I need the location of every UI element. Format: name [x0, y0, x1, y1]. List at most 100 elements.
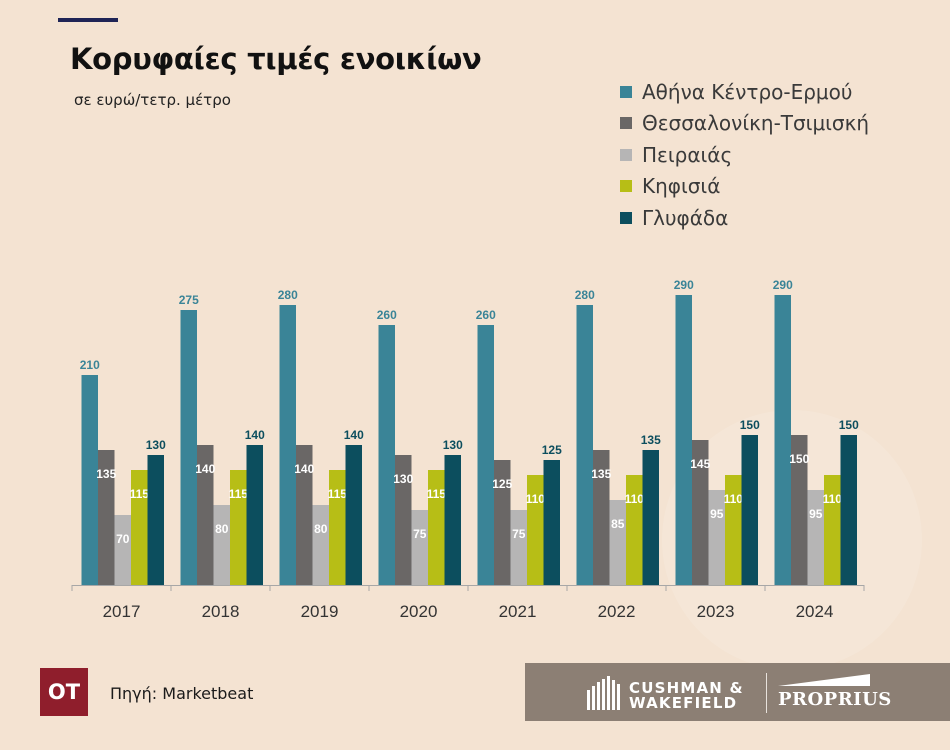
- legend-label: Θεσσαλονίκη-Τσιμισκή: [642, 111, 870, 136]
- brand-bar: CUSHMAN & WAKEFIELD PROPRIUS: [525, 663, 950, 721]
- bar: [395, 455, 412, 585]
- bar: [230, 470, 247, 585]
- bar: [510, 510, 527, 585]
- bar: [312, 505, 329, 585]
- legend-swatch: [620, 85, 632, 98]
- data-label: 115: [130, 487, 150, 501]
- data-label: 260: [377, 308, 397, 322]
- legend-item-glyfada: Γλυφάδα: [620, 202, 869, 234]
- chart-title: Κορυφαίες τιμές ενοικίων: [70, 42, 482, 76]
- bar: [527, 475, 544, 585]
- data-label: 140: [344, 428, 364, 442]
- x-tick-label: 2017: [103, 602, 141, 621]
- data-label: 290: [674, 278, 694, 292]
- data-label: 115: [427, 487, 447, 501]
- bar: [593, 450, 610, 585]
- data-label: 110: [625, 492, 645, 506]
- bar: [543, 460, 560, 585]
- bar: [675, 295, 692, 585]
- bar: [609, 500, 626, 585]
- bar: [147, 455, 164, 585]
- legend-swatch: [620, 180, 632, 193]
- bar: [296, 445, 313, 585]
- bar: [329, 470, 346, 585]
- bar: [98, 450, 115, 585]
- bar: [81, 375, 98, 585]
- data-label: 290: [773, 278, 793, 292]
- brand-line-1: CUSHMAN &: [629, 679, 744, 697]
- data-label: 110: [724, 492, 744, 506]
- legend: Αθήνα Κέντρο-Ερμού Θεσσαλονίκη-Τσιμισκή …: [620, 76, 869, 234]
- bar: [180, 310, 197, 585]
- data-label: 110: [526, 492, 546, 506]
- bar: [576, 305, 593, 585]
- proprius-wordmark: PROPRIUS: [778, 689, 892, 710]
- x-tick-label: 2018: [202, 602, 240, 621]
- data-label: 280: [278, 288, 298, 302]
- data-label: 275: [179, 293, 199, 307]
- brand-line-2: WAKEFIELD: [629, 694, 738, 712]
- data-label: 75: [512, 527, 526, 541]
- top-accent-rule: [58, 18, 118, 22]
- legend-swatch: [620, 148, 632, 161]
- data-label: 280: [575, 288, 595, 302]
- cushman-wakefield-wordmark: CUSHMAN & WAKEFIELD: [629, 681, 744, 711]
- bar: [378, 325, 395, 585]
- bar: [626, 475, 643, 585]
- data-label: 135: [641, 433, 661, 447]
- bar: [131, 470, 148, 585]
- bar: [494, 460, 511, 585]
- legend-label: Αθήνα Κέντρο-Ερμού: [642, 79, 853, 104]
- data-label: 115: [229, 487, 249, 501]
- legend-label: Κηφισιά: [642, 174, 721, 199]
- x-tick-label: 2022: [598, 602, 636, 621]
- bar: [840, 435, 857, 585]
- data-label: 210: [80, 358, 100, 372]
- data-label: 130: [393, 472, 413, 486]
- legend-label: Γλυφάδα: [642, 205, 729, 230]
- data-label: 135: [591, 467, 611, 481]
- bar: [246, 445, 263, 585]
- bar: [741, 435, 758, 585]
- bar: [444, 455, 461, 585]
- data-label: 85: [611, 517, 625, 531]
- bar: [725, 475, 742, 585]
- data-label: 80: [314, 522, 328, 536]
- bar: [345, 445, 362, 585]
- bar: [774, 295, 791, 585]
- cushman-wakefield-logo-icon: [587, 676, 620, 710]
- data-label: 260: [476, 308, 496, 322]
- bar: [807, 490, 824, 585]
- data-label: 150: [740, 418, 760, 432]
- source-note: Πηγή: Marketbeat: [110, 684, 254, 703]
- bar: [114, 515, 131, 585]
- bar: [411, 510, 428, 585]
- legend-item-thessaloniki: Θεσσαλονίκη-Τσιμισκή: [620, 108, 869, 140]
- x-tick-label: 2023: [697, 602, 735, 621]
- chart-subtitle: σε ευρώ/τετρ. μέτρο: [74, 91, 231, 109]
- ot-logo-badge: OT: [40, 668, 88, 716]
- data-label: 150: [789, 452, 809, 466]
- proprius-logo-icon: [778, 674, 870, 686]
- legend-item-piraeus: Πειραιάς: [620, 139, 869, 171]
- data-label: 70: [116, 532, 130, 546]
- data-label: 75: [413, 527, 427, 541]
- x-tick-label: 2020: [400, 602, 438, 621]
- legend-item-athens: Αθήνα Κέντρο-Ερμού: [620, 76, 869, 108]
- bar: [477, 325, 494, 585]
- x-tick-label: 2024: [796, 602, 834, 621]
- data-label: 140: [195, 462, 215, 476]
- bar: [708, 490, 725, 585]
- legend-item-kifisia: Κηφισιά: [620, 171, 869, 203]
- data-label: 130: [146, 438, 166, 452]
- legend-swatch: [620, 211, 632, 224]
- bar: [428, 470, 445, 585]
- legend-label: Πειραιάς: [642, 142, 733, 167]
- bar: [692, 440, 709, 585]
- bar: [213, 505, 230, 585]
- data-label: 95: [710, 507, 724, 521]
- bar: [824, 475, 841, 585]
- bar: [197, 445, 214, 585]
- legend-swatch: [620, 117, 632, 130]
